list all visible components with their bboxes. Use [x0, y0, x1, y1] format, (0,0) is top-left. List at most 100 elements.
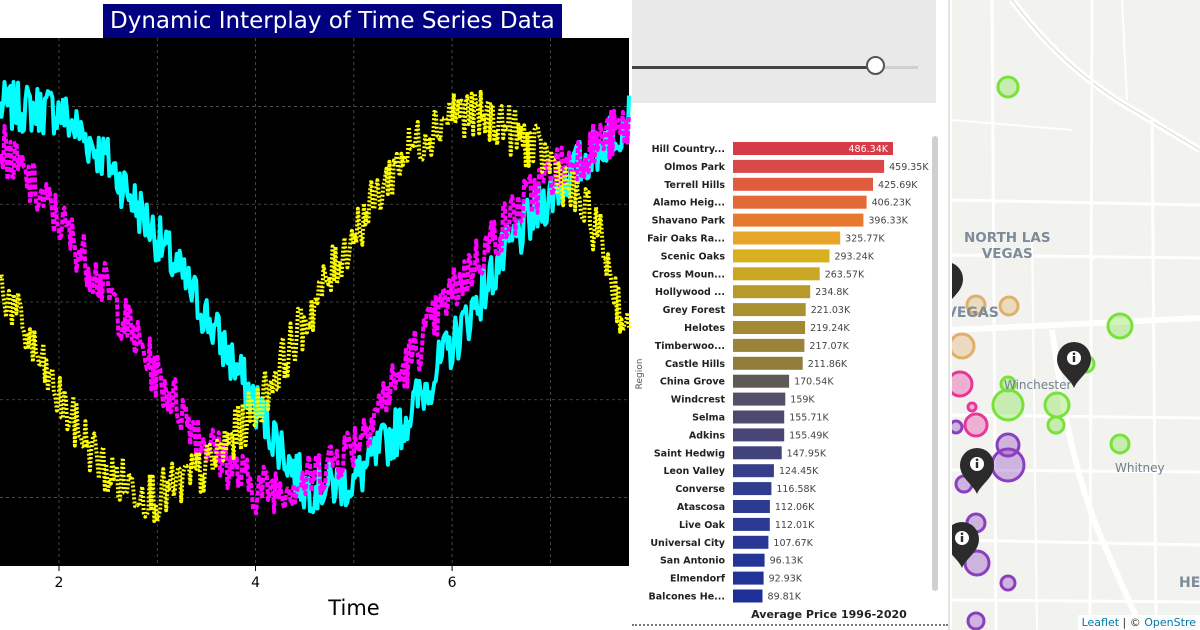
- map-canvas[interactable]: [952, 0, 1200, 630]
- marker-green[interactable]: [996, 75, 1020, 99]
- marker-orange[interactable]: [952, 332, 976, 360]
- openstreetmap-link[interactable]: OpenStre: [1144, 616, 1196, 629]
- y-axis-label: Region: [635, 359, 645, 390]
- marker-orange[interactable]: [998, 295, 1020, 317]
- timeseries-panel: 2 4 6 Time Dynamic Interplay of Time Serie…: [0, 4, 631, 620]
- data-label: 217.07K: [809, 341, 849, 352]
- bar[interactable]: [733, 500, 770, 513]
- category-label: Hill Country...: [652, 144, 725, 155]
- bar[interactable]: [733, 321, 806, 334]
- marker-pink[interactable]: [966, 401, 978, 413]
- street: [1031, 239, 1038, 630]
- street: [952, 538, 1200, 547]
- info-pin-icon[interactable]: [1057, 342, 1091, 388]
- data-label: 107.67K: [773, 538, 813, 549]
- category-label: Balcones He...: [649, 592, 725, 603]
- scrollbar[interactable]: [932, 136, 938, 591]
- bar[interactable]: [733, 428, 785, 442]
- category-label: Selma: [692, 413, 725, 424]
- marker-purple[interactable]: [952, 419, 964, 435]
- bar[interactable]: [733, 392, 786, 406]
- data-label: 116.58K: [776, 484, 816, 495]
- bar[interactable]: [733, 482, 772, 496]
- street: [990, 0, 998, 630]
- data-label: 112.06K: [775, 502, 815, 513]
- data-label: 406.23K: [872, 198, 912, 209]
- data-label: 147.95K: [787, 448, 827, 459]
- marker-green[interactable]: [991, 388, 1025, 422]
- info-pin-icon[interactable]: [960, 448, 994, 494]
- bar[interactable]: [733, 285, 811, 299]
- category-label: Adkins: [689, 430, 725, 441]
- data-label: 293.24K: [834, 251, 874, 262]
- highway-road: [1049, 329, 1145, 630]
- data-label: 155.49K: [789, 430, 829, 441]
- bar[interactable]: [733, 231, 841, 245]
- bar[interactable]: [733, 410, 785, 424]
- data-label: 170.54K: [794, 377, 834, 388]
- bar[interactable]: [733, 517, 770, 531]
- bar[interactable]: [733, 356, 803, 370]
- bar[interactable]: [733, 249, 830, 263]
- street: [1121, 0, 1128, 101]
- bar[interactable]: [733, 213, 864, 227]
- marker-green[interactable]: [1106, 312, 1134, 340]
- marker-green[interactable]: [999, 375, 1017, 393]
- road-network: [952, 0, 1200, 630]
- bar[interactable]: [733, 195, 867, 209]
- category-label: Hollywood ...: [655, 287, 725, 298]
- marker-purple[interactable]: [963, 549, 991, 577]
- data-label: 425.69K: [878, 180, 918, 191]
- marker-purple[interactable]: [990, 447, 1026, 483]
- bar[interactable]: [733, 374, 790, 388]
- data-label: 96.13K: [770, 556, 804, 567]
- street: [952, 119, 1073, 131]
- category-label: Elmendorf: [670, 574, 726, 585]
- dotted-rule: [632, 624, 948, 626]
- x-tick-label: 6: [448, 575, 457, 591]
- x-tick-label: 2: [55, 575, 64, 591]
- slider-handle[interactable]: [866, 56, 885, 75]
- bar[interactable]: [733, 142, 893, 155]
- map-markers[interactable]: [952, 75, 1134, 630]
- bar[interactable]: [733, 338, 805, 352]
- map-label-line: NORTH LAS: [964, 230, 1051, 246]
- chart-title: Dynamic Interplay of Time Series Data: [103, 4, 562, 38]
- category-label: Scenic Oaks: [661, 251, 726, 262]
- bar-chart: Hill Country... 486.34K Olmos Park 459.35K T…: [635, 142, 929, 621]
- bar[interactable]: [733, 446, 782, 460]
- bar-rows: Hill Country... 486.34K Olmos Park 459.35K T…: [647, 142, 929, 603]
- info-pin-icon[interactable]: [952, 522, 979, 568]
- marker-pink[interactable]: [952, 370, 974, 398]
- marker-green[interactable]: [1109, 433, 1131, 455]
- bar[interactable]: [733, 553, 765, 567]
- category-label: Terrell Hills: [664, 180, 725, 191]
- bar[interactable]: [733, 267, 820, 281]
- marker-orange[interactable]: [965, 294, 987, 316]
- data-label: 155.71K: [789, 413, 829, 424]
- data-label: 234.8K: [815, 287, 849, 298]
- bar[interactable]: [733, 303, 806, 317]
- category-label: Universal City: [650, 538, 725, 549]
- info-pin-icon[interactable]: [952, 262, 963, 308]
- timeseries-chart: 2 4 6 Time: [0, 38, 631, 620]
- marker-pink[interactable]: [963, 412, 989, 438]
- data-label: 89.81K: [768, 592, 802, 603]
- map-label-line: VEGAS: [981, 246, 1033, 262]
- marker-purple[interactable]: [966, 611, 986, 630]
- bar[interactable]: [733, 159, 885, 173]
- category-label: Olmos Park: [664, 162, 726, 173]
- marker-green[interactable]: [1043, 391, 1071, 419]
- info-pins[interactable]: [952, 262, 1091, 568]
- marker-green[interactable]: [1046, 415, 1066, 435]
- bar[interactable]: [733, 535, 769, 549]
- map-panel[interactable]: NORTH LAS VEGAS VEGAS Winchester Whitney…: [952, 0, 1200, 630]
- bar[interactable]: [733, 589, 763, 603]
- series-line-2: [0, 108, 631, 516]
- bar[interactable]: [733, 571, 764, 585]
- bar[interactable]: [733, 464, 774, 478]
- leaflet-link[interactable]: Leaflet: [1081, 616, 1120, 629]
- map-label-vegas: VEGAS: [952, 305, 999, 321]
- marker-purple[interactable]: [999, 574, 1017, 592]
- bar[interactable]: [733, 177, 873, 191]
